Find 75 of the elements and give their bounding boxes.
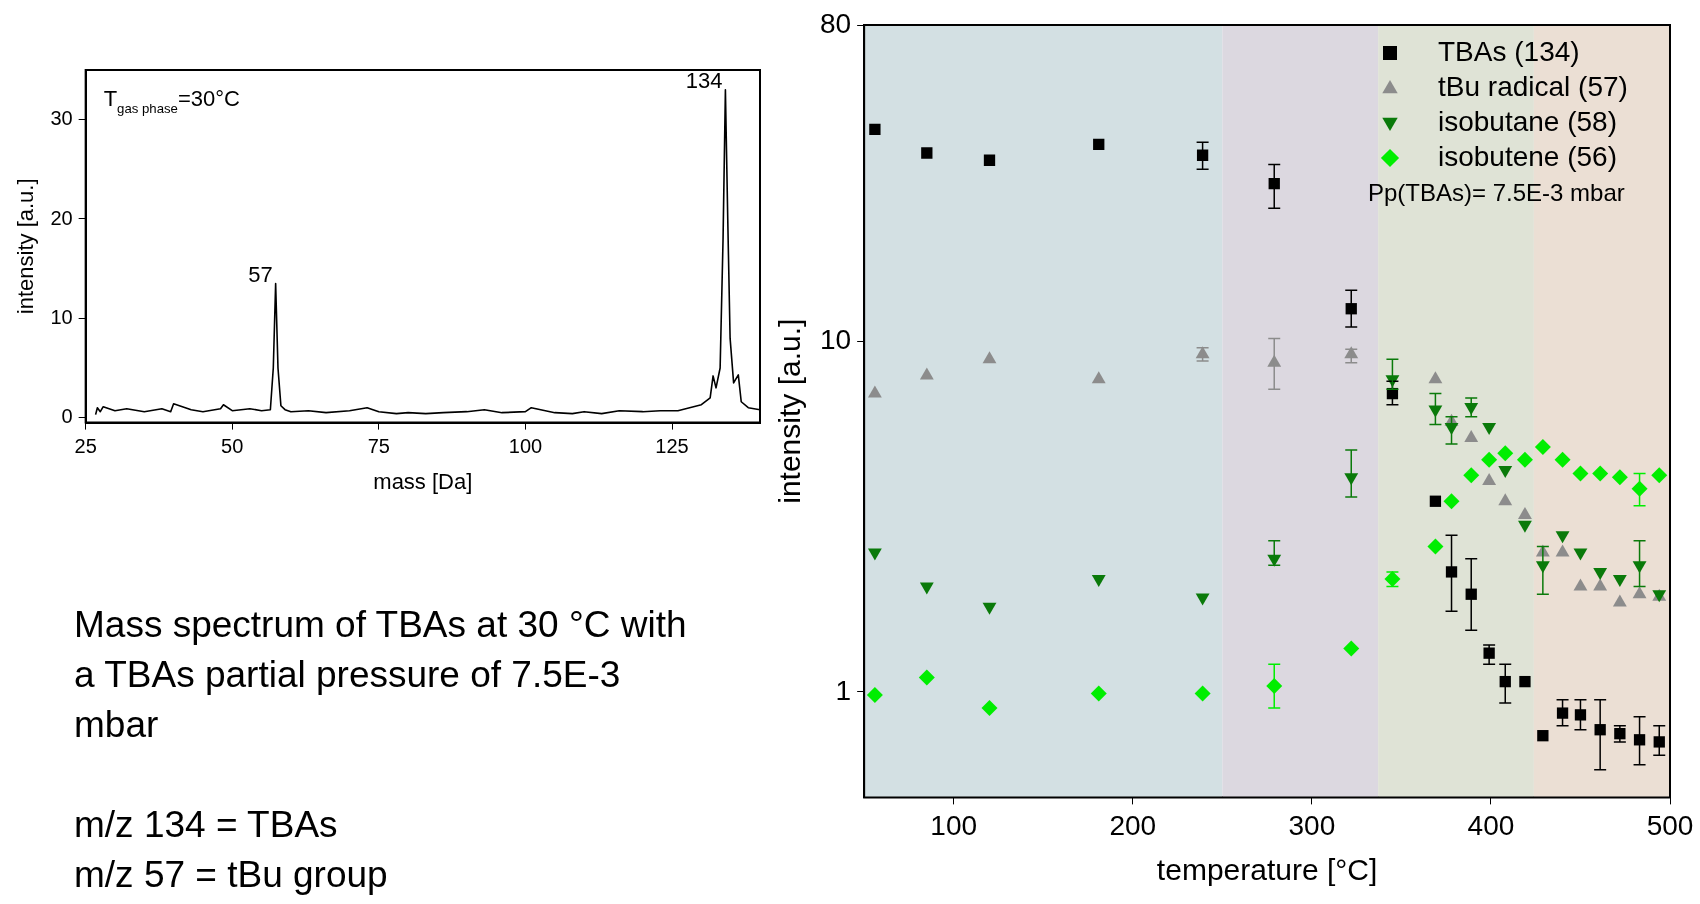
y-tick-label: 30 <box>50 107 73 130</box>
y-tick-label: 20 <box>50 206 73 229</box>
point <box>1482 472 1497 485</box>
x-tick-label: 75 <box>367 435 390 458</box>
x-tick-label: 100 <box>508 435 543 458</box>
point <box>1592 465 1609 482</box>
y-tick-label: 80 <box>819 7 852 39</box>
point <box>1653 736 1665 748</box>
point <box>1498 493 1513 506</box>
point <box>1483 647 1495 659</box>
annotation: 57 <box>248 261 273 287</box>
point <box>1651 467 1668 484</box>
point <box>1194 685 1211 702</box>
y-tick-label: 10 <box>50 305 73 328</box>
x-tick-label: 125 <box>655 435 689 458</box>
point <box>1556 707 1569 719</box>
x-tick-label: 500 <box>1646 809 1694 841</box>
y-tick-label: 1 <box>835 674 852 706</box>
point <box>982 351 997 364</box>
point <box>1464 430 1479 443</box>
y-axis-title: intensity [a.u.] <box>13 178 39 315</box>
text: m/z 134 = TBAs <box>74 803 339 847</box>
annotation: Pp(TBAs)= 7.5E-3 mbar <box>1368 179 1625 206</box>
x-tick-label: 300 <box>1288 809 1336 841</box>
point <box>1427 538 1444 555</box>
legend-label: tBu radical (57) <box>1438 70 1628 102</box>
point <box>1632 586 1647 599</box>
point <box>1443 493 1460 510</box>
point <box>1612 594 1627 607</box>
point <box>1463 467 1480 484</box>
point <box>867 385 882 398</box>
point <box>1573 578 1588 591</box>
x-tick-label: 200 <box>1109 809 1157 841</box>
text: m/z 57 = tBu group <box>74 853 389 897</box>
point <box>1554 451 1571 468</box>
x-tick-label: 25 <box>74 435 97 458</box>
point <box>1445 566 1458 578</box>
point <box>866 686 883 703</box>
point <box>983 154 996 166</box>
point <box>1516 451 1533 468</box>
point <box>1555 544 1570 557</box>
point <box>1574 709 1587 721</box>
point <box>918 669 935 686</box>
point <box>1090 685 1107 702</box>
point <box>1518 506 1532 519</box>
x-axis-title: mass [Da] <box>373 468 473 494</box>
point <box>1572 465 1589 482</box>
point <box>919 367 934 380</box>
point <box>981 699 998 716</box>
point <box>1611 469 1628 486</box>
y-axis-title: intensity [a.u.] <box>773 318 807 504</box>
point <box>869 123 881 136</box>
point <box>1091 371 1106 384</box>
point <box>1429 495 1442 507</box>
point <box>1519 675 1531 688</box>
text: Mass spectrum of TBAs at 30 °C with a TBAs partial pressure of 7.5E-3 mbar <box>74 603 688 747</box>
point <box>1534 438 1551 455</box>
point <box>1343 640 1360 657</box>
annotation: 134 <box>685 67 723 93</box>
point <box>1093 138 1105 151</box>
x-tick-label: 100 <box>930 809 978 841</box>
legend-label: isobutane (58) <box>1438 105 1618 137</box>
x-tick-label: 400 <box>1467 809 1515 841</box>
point <box>1593 578 1608 591</box>
point <box>921 147 933 159</box>
point <box>1481 451 1498 468</box>
point <box>1537 730 1549 742</box>
point <box>1497 445 1514 462</box>
x-axis-title: temperature [°C] <box>1156 853 1378 887</box>
point <box>1428 371 1443 384</box>
y-tick-label: 0 <box>61 405 73 428</box>
legend-label: isobutene (56) <box>1438 140 1618 172</box>
legend-label: TBAs (134) <box>1438 35 1580 67</box>
x-tick-label: 50 <box>221 435 244 458</box>
y-tick-label: 10 <box>819 324 852 356</box>
